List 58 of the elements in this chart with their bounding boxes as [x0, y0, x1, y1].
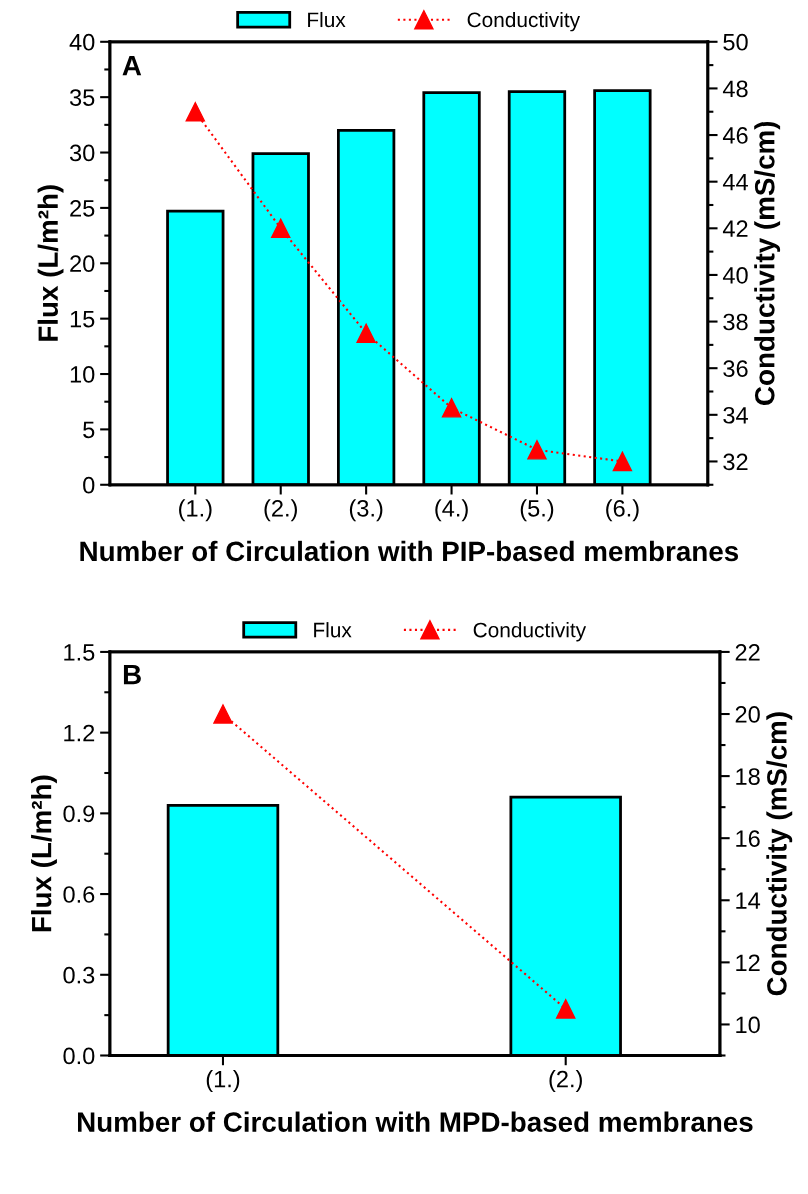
y2-tick-label: 42 — [722, 220, 748, 237]
point — [356, 323, 376, 343]
y2-tick-label: 12 — [736, 954, 760, 971]
y-tick-label: 0.6 — [63, 886, 95, 903]
y2-tick-label: 22 — [735, 643, 760, 661]
x-tick-label: (3.) — [349, 499, 383, 522]
y2-axis-title: Conductivity (mS/cm) — [766, 712, 793, 996]
x-tick-label: (2.) — [549, 1070, 582, 1093]
x-tick-label: (5.) — [520, 499, 554, 522]
x-axis-title: Number of Circulation with PIP-based membranes — [80, 540, 739, 562]
legend-label: Flux — [314, 622, 352, 638]
y-tick-label: 10 — [70, 366, 95, 383]
x-tick-label: (2.) — [264, 499, 297, 522]
y-axis-title: Flux (L/m²h) — [31, 775, 57, 932]
y2-tick-label: 44 — [722, 173, 748, 191]
y-tick-label: 40 — [69, 33, 95, 51]
y-tick-label: 0 — [83, 476, 95, 494]
x-tick-label: (1.) — [179, 499, 212, 522]
y-tick-label: 15 — [70, 310, 95, 328]
y2-tick-label: 20 — [735, 706, 760, 723]
point — [441, 398, 462, 418]
y2-tick-label: 36 — [723, 360, 748, 377]
y-axis-title: Flux (L/m²h) — [37, 185, 64, 341]
y-tick-label: 20 — [70, 255, 95, 273]
annotation: A — [122, 56, 142, 76]
point — [185, 102, 206, 122]
legend-label: Flux — [308, 11, 346, 28]
y-tick-label: 1.5 — [64, 644, 95, 661]
y2-tick-label: 34 — [723, 406, 748, 424]
y-tick-label: 30 — [69, 144, 95, 162]
y2-tick-label: 18 — [736, 768, 760, 785]
y-tick-label: 25 — [70, 199, 95, 217]
y2-tick-label: 10 — [736, 1016, 760, 1034]
y-tick-label: 1.2 — [64, 724, 95, 742]
x-axis-title: Number of Circulation with MPD-based membranes — [78, 1111, 753, 1132]
y2-tick-label: 40 — [722, 267, 748, 284]
y-tick-label: 0.9 — [63, 805, 95, 823]
point — [270, 218, 291, 239]
y-tick-label: 35 — [69, 89, 95, 106]
y2-tick-label: 32 — [723, 453, 748, 471]
y-tick-label: 0.0 — [63, 1047, 95, 1065]
y2-tick-label: 50 — [723, 33, 748, 51]
y-tick-label: 0.3 — [63, 966, 95, 984]
y2-tick-label: 46 — [722, 127, 748, 144]
point — [527, 440, 547, 460]
point — [612, 451, 633, 472]
legend-label: Conductivity — [467, 11, 581, 32]
x-tick-label: (1.) — [206, 1070, 240, 1093]
y-tick-label: 5 — [83, 421, 95, 439]
y2-tick-label: 16 — [736, 830, 760, 847]
x-tick-label: (4.) — [435, 499, 468, 522]
x-tick-label: (6.) — [606, 499, 639, 522]
y2-axis-title: Conductivity (mS/cm) — [754, 121, 781, 405]
y2-tick-label: 48 — [722, 80, 748, 98]
y2-tick-label: 38 — [723, 313, 748, 331]
y2-tick-label: 14 — [736, 892, 761, 909]
annotation: B — [123, 665, 141, 685]
legend-label: Conductivity — [473, 622, 587, 642]
